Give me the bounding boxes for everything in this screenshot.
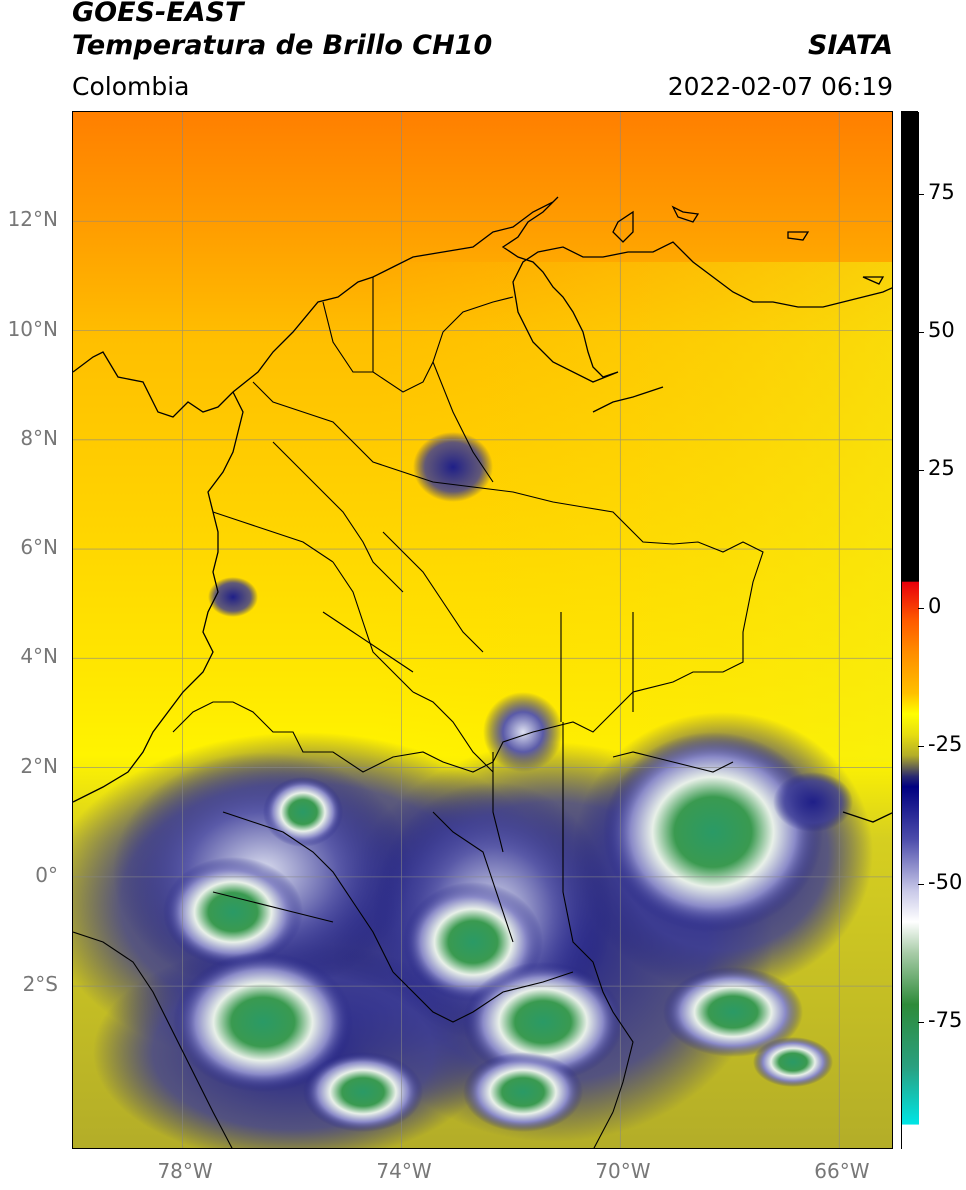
longitude-tick-label: 66°W: [814, 1159, 870, 1183]
colorbar-tick-label: -75: [928, 1008, 963, 1032]
colorbar-tick-mark: [918, 1022, 924, 1023]
colorbar-tick-mark: [918, 331, 924, 333]
colorbar-tick-label: 75: [928, 179, 955, 204]
colorbar-tick-mark: [918, 469, 924, 471]
colorbar-tick-label: 0: [928, 593, 942, 618]
product-title: Temperatura de Brillo CH10: [72, 30, 493, 61]
colorbar-tick-mark: [918, 607, 924, 609]
latitude-tick-label: 4°N: [20, 644, 58, 669]
colorbar-tick-label: 25: [928, 455, 955, 480]
latitude-tick-label: 10°N: [7, 316, 58, 341]
latitude-tick-label: 0°: [35, 862, 58, 887]
longitude-tick-label: 78°W: [157, 1159, 213, 1183]
colorbar-tick-label: 50: [928, 317, 955, 342]
agency-label: SIATA: [807, 30, 893, 61]
coastline-borders: [73, 196, 892, 823]
longitude-tick-label: 70°W: [595, 1159, 651, 1183]
region-label: Colombia: [72, 72, 190, 101]
latitude-tick-label: 2°N: [20, 753, 58, 778]
colorbar: [901, 111, 919, 1150]
satellite-title: GOES-EAST: [72, 0, 244, 28]
datetime-label: 2022-02-07 06:19: [667, 72, 893, 101]
latitude-tick-label: 12°N: [7, 207, 58, 232]
satellite-map: [72, 111, 893, 1149]
colorbar-tick-label: -50: [928, 869, 963, 894]
latitude-tick-label: 8°N: [20, 425, 58, 450]
longitude-tick-label: 74°W: [376, 1159, 432, 1183]
colorbar-tick-mark: [918, 745, 924, 747]
latitude-tick-label: 6°N: [20, 535, 58, 560]
colorbar-tick-mark: [918, 193, 924, 195]
latitude-tick-label: 2°S: [22, 972, 58, 997]
colorbar-tick-mark: [918, 883, 924, 885]
convective-clouds: [73, 432, 873, 1148]
colorbar-tick-label: -25: [928, 731, 963, 756]
